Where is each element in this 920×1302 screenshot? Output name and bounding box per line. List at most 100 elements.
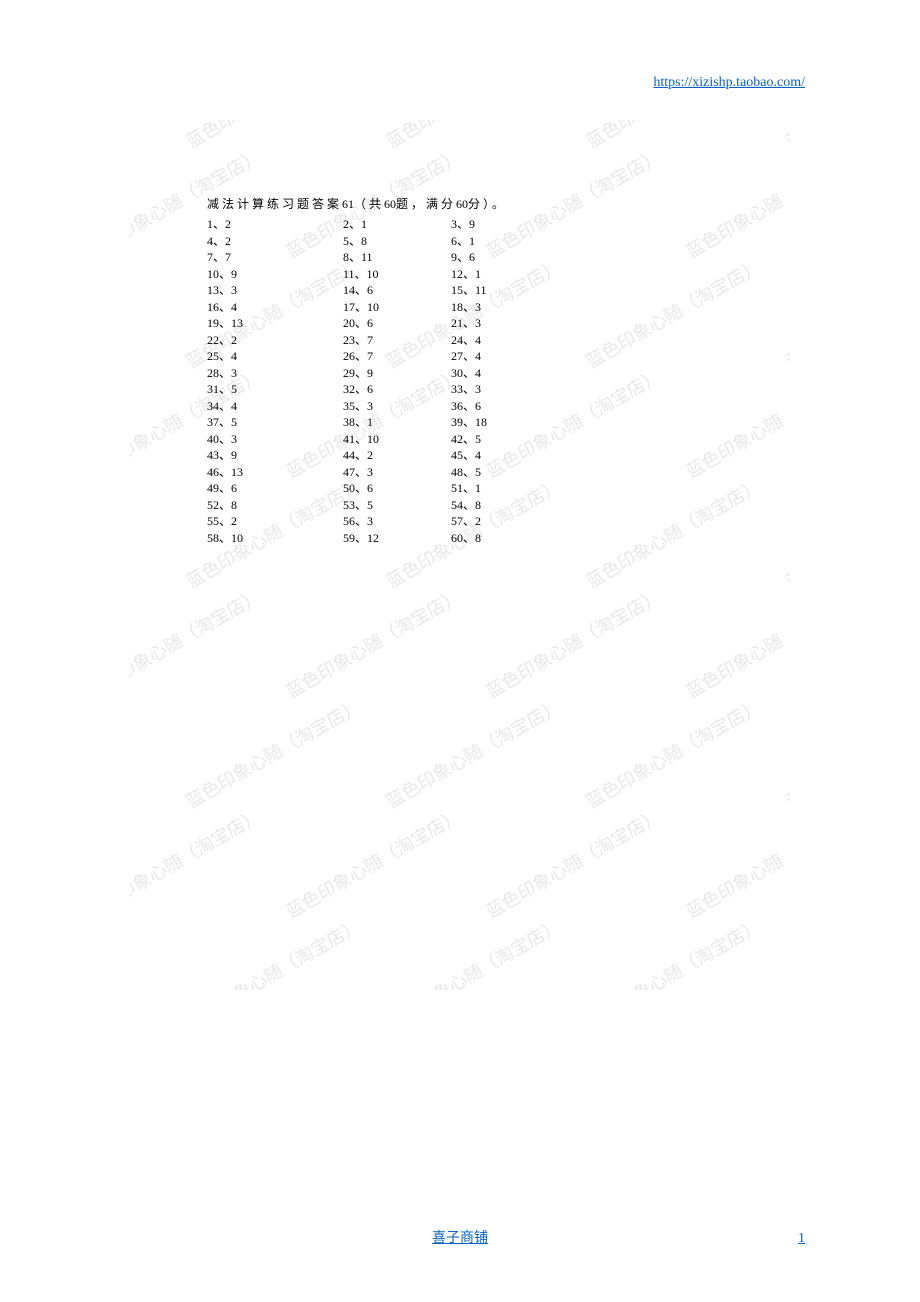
answer-cell: 24、4	[451, 332, 559, 349]
watermark-text: 蓝色印象心随（淘宝店）	[780, 252, 790, 374]
answer-cell: 38、1	[343, 414, 451, 431]
watermark-text: 蓝色印象心随（淘宝店）	[380, 120, 564, 154]
answer-cell: 60、8	[451, 530, 559, 547]
answer-cell: 29、9	[343, 365, 451, 382]
page-number: 1	[798, 1231, 805, 1247]
watermark-text: 蓝色印象心随（淘宝店）	[780, 912, 790, 990]
answer-cell: 34、4	[207, 398, 343, 415]
answer-cell: 37、5	[207, 414, 343, 431]
footer: 喜子商铺	[0, 1227, 920, 1247]
answer-cell: 51、1	[451, 480, 559, 497]
watermark-text: 蓝色印象心随（淘宝店）	[580, 692, 764, 814]
answer-cell: 52、8	[207, 497, 343, 514]
watermark-text: 蓝色印象心随（淘宝店）	[280, 582, 464, 704]
answer-cell: 50、6	[343, 480, 451, 497]
answer-cell: 17、10	[343, 299, 451, 316]
watermark-text: 蓝色印象心随（淘宝店）	[680, 582, 790, 704]
answer-grid: 1、22、13、9 4、25、86、1 7、78、119、6 10、911、1012、…	[207, 216, 559, 546]
answer-cell: 49、6	[207, 480, 343, 497]
document-title: 减法计算练习题答案61（共60题，满分60分）。	[207, 195, 559, 212]
answer-cell: 20、6	[343, 315, 451, 332]
watermark-text: 蓝色印象心随（淘宝店）	[180, 120, 364, 154]
answer-cell: 10、9	[207, 266, 343, 283]
title-score: 60	[456, 197, 468, 211]
watermark-text: 蓝色印象心随（淘宝店）	[780, 472, 790, 594]
answer-cell: 7、7	[207, 249, 343, 266]
answer-cell: 46、13	[207, 464, 343, 481]
answer-cell: 26、7	[343, 348, 451, 365]
watermark-text: 蓝色印象心随（淘宝店）	[580, 252, 764, 374]
answer-cell: 25、4	[207, 348, 343, 365]
document-content: 减法计算练习题答案61（共60题，满分60分）。 1、22、13、94、25、8…	[207, 195, 559, 546]
watermark-text: 蓝色印象心随（淘宝店）	[780, 692, 790, 814]
answer-cell: 44、2	[343, 447, 451, 464]
answer-cell: 58、10	[207, 530, 343, 547]
watermark-text: 蓝色印象心随（淘宝店）	[180, 692, 364, 814]
answer-cell: 23、7	[343, 332, 451, 349]
answer-cell: 59、12	[343, 530, 451, 547]
answer-cell: 2、1	[343, 216, 451, 233]
answer-cell: 4、2	[207, 233, 343, 250]
answer-cell: 13、3	[207, 282, 343, 299]
answer-cell: 56、3	[343, 513, 451, 530]
answer-cell: 40、3	[207, 431, 343, 448]
answer-cell: 15、11	[451, 282, 559, 299]
answer-cell: 42、5	[451, 431, 559, 448]
answer-cell: 19、13	[207, 315, 343, 332]
answer-cell: 30、4	[451, 365, 559, 382]
title-count: 60	[384, 197, 396, 211]
watermark-text: 蓝色印象心随（淘宝店）	[130, 120, 165, 154]
answer-cell: 53、5	[343, 497, 451, 514]
watermark-text: 蓝色印象心随（淘宝店）	[780, 120, 790, 154]
title-number: 61	[342, 197, 354, 211]
answer-cell: 39、18	[451, 414, 559, 431]
watermark-text: 蓝色印象心随（淘宝店）	[680, 142, 790, 264]
answer-cell: 57、2	[451, 513, 559, 530]
answer-cell: 8、11	[343, 249, 451, 266]
answer-cell: 54、8	[451, 497, 559, 514]
watermark-text: 蓝色印象心随（淘宝店）	[380, 692, 564, 814]
answer-cell: 14、6	[343, 282, 451, 299]
header-url-link[interactable]: https://xizishp.taobao.com/	[653, 75, 805, 91]
answer-cell: 11、10	[343, 266, 451, 283]
watermark-text: 蓝色印象心随（淘宝店）	[480, 582, 664, 704]
watermark-text: 蓝色印象心随（淘宝店）	[580, 912, 764, 990]
answer-cell: 41、10	[343, 431, 451, 448]
footer-shop-link[interactable]: 喜子商铺	[432, 1227, 488, 1247]
watermark-text: 蓝色印象心随（淘宝店）	[680, 362, 790, 484]
answer-cell: 48、5	[451, 464, 559, 481]
title-suffix-open: （共	[354, 197, 384, 211]
answer-cell: 47、3	[343, 464, 451, 481]
title-suffix-close: 分）。	[468, 197, 507, 211]
watermark-text: 蓝色印象心随（淘宝店）	[130, 582, 265, 704]
title-prefix: 减法计算练习题答案	[207, 197, 342, 211]
answer-cell: 5、8	[343, 233, 451, 250]
answer-cell: 21、3	[451, 315, 559, 332]
watermark-text: 蓝色印象心随（淘宝店）	[280, 802, 464, 924]
answer-cell: 43、9	[207, 447, 343, 464]
answer-cell: 12、1	[451, 266, 559, 283]
answer-cell: 18、3	[451, 299, 559, 316]
watermark-text: 蓝色印象心随（淘宝店）	[680, 802, 790, 924]
watermark-text: 蓝色印象心随（淘宝店）	[380, 912, 564, 990]
answer-cell: 9、6	[451, 249, 559, 266]
answer-cell: 6、1	[451, 233, 559, 250]
answer-cell: 1、2	[207, 216, 343, 233]
answer-cell: 3、9	[451, 216, 559, 233]
watermark-text: 蓝色印象心随（淘宝店）	[130, 802, 265, 924]
watermark-text: 蓝色印象心随（淘宝店）	[580, 120, 764, 154]
answer-cell: 27、4	[451, 348, 559, 365]
answer-cell: 45、4	[451, 447, 559, 464]
answer-cell: 55、2	[207, 513, 343, 530]
answer-cell: 22、2	[207, 332, 343, 349]
watermark-text: 蓝色印象心随（淘宝店）	[580, 472, 764, 594]
answer-cell: 33、3	[451, 381, 559, 398]
answer-cell: 16、4	[207, 299, 343, 316]
answer-cell: 35、3	[343, 398, 451, 415]
answer-cell: 32、6	[343, 381, 451, 398]
answer-cell: 28、3	[207, 365, 343, 382]
watermark-text: 蓝色印象心随（淘宝店）	[180, 912, 364, 990]
watermark-text: 蓝色印象心随（淘宝店）	[480, 802, 664, 924]
title-mid: 题，满分	[396, 197, 456, 211]
answer-cell: 31、5	[207, 381, 343, 398]
